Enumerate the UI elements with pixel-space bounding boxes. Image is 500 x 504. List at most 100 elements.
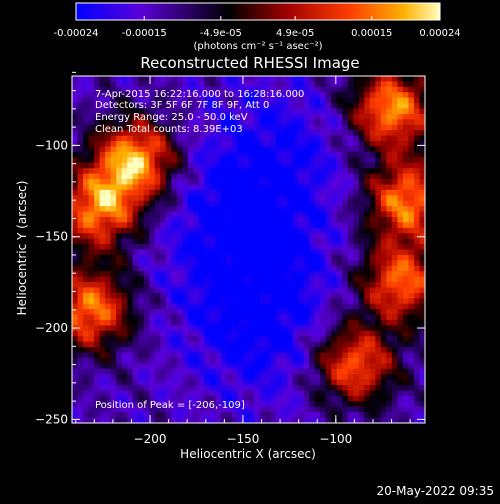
heatmap-cell (193, 330, 200, 337)
heatmap-cell (248, 319, 255, 326)
heatmap-cell (342, 319, 349, 326)
heatmap-cell (193, 352, 200, 359)
heatmap-cell (237, 271, 244, 277)
heatmap-cell (77, 211, 84, 218)
heatmap-cell (320, 222, 327, 229)
heatmap-cell (187, 238, 194, 245)
heatmap-cell (402, 417, 409, 424)
heatmap-cell (259, 357, 266, 364)
heatmap-cell (138, 92, 145, 98)
heatmap-cell (132, 319, 139, 326)
heatmap-cell (110, 412, 117, 418)
heatmap-cell (132, 368, 139, 375)
heatmap-cell (132, 390, 139, 397)
heatmap-cell (132, 292, 139, 299)
heatmap-cell (254, 341, 260, 348)
heatmap-cell (99, 86, 106, 93)
heatmap-cell (72, 254, 78, 261)
y-tick-label: −250 (35, 412, 68, 426)
heatmap-cell (408, 92, 415, 98)
heatmap-cell (325, 292, 332, 299)
heatmap-cell (391, 292, 398, 299)
heatmap-cell (254, 141, 260, 147)
heatmap-cell (331, 103, 338, 109)
heatmap-cell (391, 206, 398, 212)
heatmap-cell (88, 271, 95, 277)
heatmap-cell (77, 379, 84, 386)
heatmap-cell (182, 385, 189, 391)
heatmap-cell (397, 287, 404, 294)
heatmap-cell (375, 141, 382, 147)
heatmap-cell (77, 325, 84, 332)
heatmap-cell (154, 379, 161, 386)
heatmap-cell (287, 249, 293, 256)
heatmap-cell (259, 406, 266, 413)
heatmap-cell (132, 146, 139, 153)
heatmap-cell (77, 303, 84, 310)
heatmap-cell (358, 406, 365, 413)
heatmap-cell (270, 417, 277, 424)
heatmap-cell (176, 254, 183, 261)
heatmap-cell (358, 282, 365, 288)
heatmap-cell (270, 319, 277, 326)
heatmap-cell (298, 390, 304, 397)
heatmap-cell (413, 179, 420, 185)
heatmap-cell (237, 108, 244, 115)
heatmap-cell (99, 314, 106, 321)
heatmap-cell (220, 298, 227, 305)
heatmap-cell (88, 76, 95, 82)
heatmap-cell (309, 385, 315, 391)
heatmap-cell (408, 347, 415, 353)
heatmap-cell (83, 249, 89, 256)
heatmap-cell (309, 222, 315, 229)
heatmap-cell (248, 238, 255, 245)
heatmap-cell (143, 303, 150, 310)
x-tick-label: −200 (134, 432, 167, 446)
heatmap-cell (419, 227, 426, 234)
heatmap-cell (77, 119, 84, 126)
heatmap-cell (397, 157, 404, 164)
heatmap-cell (347, 130, 354, 136)
heatmap-cell (226, 216, 233, 223)
heatmap-cell (353, 222, 360, 229)
heatmap-cell (325, 135, 332, 142)
heatmap-cell (364, 119, 371, 126)
heatmap-cell (99, 401, 106, 408)
heatmap-cell (347, 141, 354, 147)
heatmap-cell (83, 319, 89, 326)
heatmap-cell (254, 330, 260, 337)
heatmap-cell (242, 216, 249, 223)
heatmap-cell (160, 92, 167, 98)
heatmap-cell (248, 130, 255, 136)
heatmap-cell (154, 189, 161, 196)
heatmap-cell (309, 200, 315, 207)
heatmap-cell (314, 412, 321, 418)
heatmap-cell (127, 303, 133, 310)
heatmap-cell (105, 385, 111, 391)
heatmap-cell (171, 146, 178, 153)
heatmap-cell (198, 298, 205, 305)
heatmap-cell (231, 200, 238, 207)
heatmap-cell (358, 254, 365, 261)
heatmap-cell (127, 336, 133, 342)
heatmap-cell (165, 303, 172, 310)
heatmap-cell (116, 368, 122, 375)
heatmap-cell (116, 227, 122, 234)
heatmap-cell (220, 157, 227, 164)
heatmap-cell (270, 151, 277, 158)
heatmap-cell (220, 363, 227, 370)
heatmap-cell (182, 271, 189, 277)
heatmap-cell (270, 244, 277, 250)
heatmap-cell (265, 249, 271, 256)
heatmap-cell (248, 216, 255, 223)
heatmap-cell (391, 146, 398, 153)
heatmap-cell (143, 298, 150, 305)
heatmap-cell (386, 271, 393, 277)
heatmap-cell (77, 352, 84, 359)
heatmap-cell (402, 412, 409, 418)
heatmap-cell (99, 168, 106, 174)
heatmap-cell (314, 390, 321, 397)
heatmap-cell (220, 179, 227, 185)
heatmap-cell (397, 113, 404, 120)
heatmap-cell (143, 200, 150, 207)
